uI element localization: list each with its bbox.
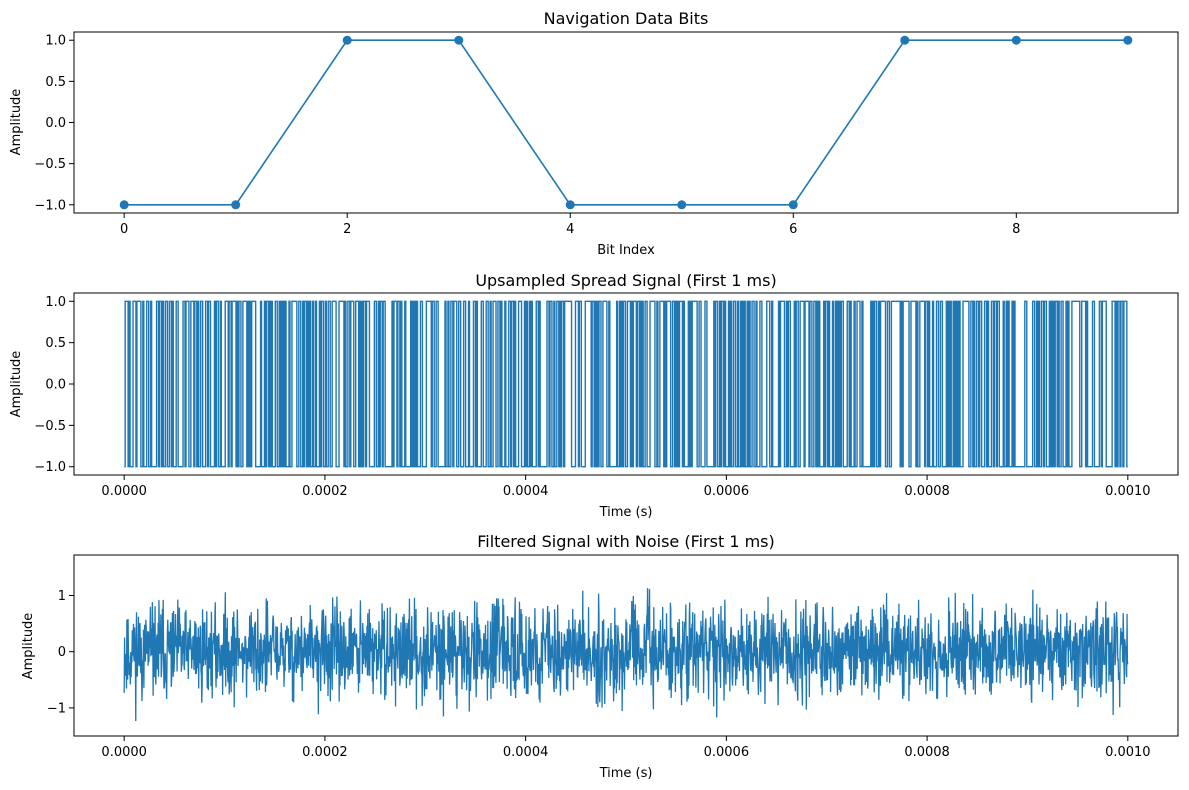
y-axis-label: Amplitude (9, 89, 24, 156)
x-tick-label: 0.0006 (704, 484, 750, 499)
x-tick-label: 0 (120, 222, 128, 237)
x-axis: 0.0000 0.0002 0.0004 0.0006 0.0008 0.0010 (101, 736, 1151, 760)
chart-title: Upsampled Spread Signal (First 1 ms) (475, 271, 776, 290)
panel-filtered-signal: Filtered Signal with Noise (First 1 ms) … (21, 532, 1179, 781)
x-tick-label: 0.0006 (704, 745, 750, 760)
chart-title: Navigation Data Bits (544, 9, 709, 28)
data-point (231, 200, 241, 210)
x-axis: 0.0000 0.0002 0.0004 0.0006 0.0008 0.0010 (101, 475, 1151, 499)
plot-area (123, 588, 1129, 721)
data-point (1011, 35, 1021, 45)
x-tick-label: 6 (789, 222, 797, 237)
x-tick-label: 0.0008 (904, 745, 950, 760)
y-axis: −1 0 1 (47, 589, 74, 716)
x-tick-label: 0.0000 (101, 745, 147, 760)
panel-spread-signal: Upsampled Spread Signal (First 1 ms) 0.0… (9, 271, 1179, 520)
y-tick-label: 1.0 (45, 34, 66, 49)
x-axis-label: Time (s) (599, 766, 653, 781)
y-tick-label: −1 (47, 701, 66, 716)
plot-area (119, 35, 1133, 210)
y-tick-label: 0.5 (45, 336, 66, 351)
chart-title: Filtered Signal with Noise (First 1 ms) (477, 532, 775, 551)
axes-frame (73, 554, 1179, 737)
panel-nav-bits: Navigation Data Bits 0 2 4 6 8 −1.0 −0.5 0.0 0.… (9, 9, 1179, 258)
series-line (123, 588, 1129, 721)
x-tick-label: 0.0010 (1105, 484, 1151, 499)
data-point (119, 200, 129, 210)
data-point (565, 200, 575, 210)
y-axis-label: Amplitude (9, 351, 24, 418)
x-tick-label: 0.0000 (101, 484, 147, 499)
y-tick-label: −1.0 (34, 198, 66, 213)
data-point (342, 35, 352, 45)
y-axis-label: Amplitude (21, 613, 36, 680)
data-point (788, 200, 798, 210)
x-tick-label: 4 (566, 222, 574, 237)
data-point (677, 200, 687, 210)
x-axis: 0 2 4 6 8 (120, 213, 1020, 237)
y-tick-label: −1.0 (34, 460, 66, 475)
series-line (124, 300, 1128, 468)
y-axis: −1.0 −0.5 0.0 0.5 1.0 (34, 295, 74, 475)
data-point (900, 35, 910, 45)
y-axis: −1.0 −0.5 0.0 0.5 1.0 (34, 34, 74, 213)
x-tick-label: 0.0002 (302, 745, 348, 760)
x-tick-label: 2 (343, 222, 351, 237)
data-point (1123, 35, 1133, 45)
y-tick-label: 1 (58, 589, 66, 604)
y-tick-label: 0 (58, 645, 66, 660)
y-tick-label: −0.5 (34, 419, 66, 434)
y-tick-label: 0.0 (45, 378, 66, 393)
y-tick-label: −0.5 (34, 157, 66, 172)
y-tick-label: 1.0 (45, 295, 66, 310)
x-tick-label: 0.0004 (503, 745, 549, 760)
plot-area (124, 300, 1128, 468)
x-axis-label: Time (s) (599, 505, 653, 520)
x-tick-label: 0.0004 (503, 484, 549, 499)
data-point (454, 35, 464, 45)
x-tick-label: 0.0010 (1105, 745, 1151, 760)
x-tick-label: 0.0008 (904, 484, 950, 499)
x-tick-label: 0.0002 (302, 484, 348, 499)
x-axis-label: Bit Index (597, 243, 655, 258)
y-tick-label: 0.5 (45, 75, 66, 90)
series-line (124, 39, 1128, 206)
y-tick-label: 0.0 (45, 116, 66, 131)
x-tick-label: 8 (1012, 222, 1020, 237)
